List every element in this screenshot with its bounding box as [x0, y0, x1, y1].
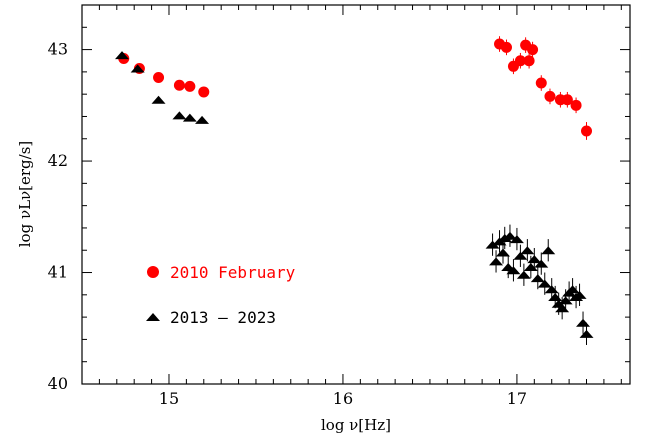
legend-marker-circle: [147, 266, 159, 278]
x-tick-label: 17: [507, 389, 527, 408]
red-circle-point: [153, 71, 165, 83]
black-triangle-point: [485, 240, 500, 249]
black-triangle-point: [151, 95, 166, 104]
black-triangle-point: [576, 318, 591, 327]
black-triangle-point: [130, 64, 145, 73]
plot-frame: [81, 4, 631, 385]
black-triangle-point: [527, 255, 542, 264]
black-triangle-point: [579, 329, 594, 338]
y-tick-label: 41: [48, 263, 68, 282]
red-circle-point: [570, 99, 582, 111]
black-triangle-point: [516, 270, 531, 279]
legend: 2010 February 2013 – 2023: [146, 263, 296, 327]
legend-label-2013-2023: 2013 – 2023: [170, 308, 276, 327]
y-tick-label: 40: [48, 374, 68, 393]
black-triangle-point: [530, 274, 545, 283]
black-triangle-point: [502, 231, 517, 240]
black-triangle-point: [534, 259, 549, 268]
black-triangle-point: [520, 246, 535, 255]
red-circle-point: [527, 44, 539, 56]
black-triangle-point: [195, 115, 210, 124]
black-triangle-point: [506, 266, 521, 275]
black-triangle-point: [496, 248, 511, 257]
red-circle-point: [581, 125, 593, 137]
axis-ticks: [81, 4, 630, 385]
black-triangle-point: [548, 293, 563, 302]
black-triangle-point: [541, 246, 556, 255]
black-triangle-point: [115, 51, 130, 60]
black-triangle-point: [172, 111, 187, 120]
red-circle-point: [535, 77, 547, 89]
legend-marker-triangle: [146, 313, 160, 321]
x-tick-label: 16: [333, 389, 353, 408]
data-marks: [115, 36, 594, 345]
black-triangle-point: [572, 290, 587, 299]
red-circle-point: [561, 94, 573, 106]
red-circle-point: [500, 41, 512, 53]
black-triangle-point: [509, 235, 524, 244]
x-axis-label: log ν[Hz]: [321, 416, 391, 434]
red-circle-point: [184, 80, 196, 92]
black-triangle-point: [489, 257, 504, 266]
black-triangle-point: [182, 113, 197, 122]
red-circle-point: [198, 86, 210, 98]
y-tick-label: 42: [48, 151, 68, 170]
black-triangle-point: [513, 251, 528, 260]
red-circle-point: [544, 90, 556, 102]
plot-border: [81, 4, 631, 385]
legend-label-2010: 2010 February: [170, 263, 296, 282]
tick-labels: 15 16 17 40 41 42 43: [48, 40, 527, 408]
black-triangle-point: [537, 279, 552, 288]
y-axis-label: log νLν[erg/s]: [16, 141, 34, 248]
black-triangle-point: [565, 285, 580, 294]
x-tick-label: 15: [159, 389, 179, 408]
red-circle-point: [173, 79, 185, 91]
red-circle-point: [514, 55, 526, 67]
red-circle-point: [523, 55, 535, 67]
y-tick-label: 43: [48, 40, 68, 59]
